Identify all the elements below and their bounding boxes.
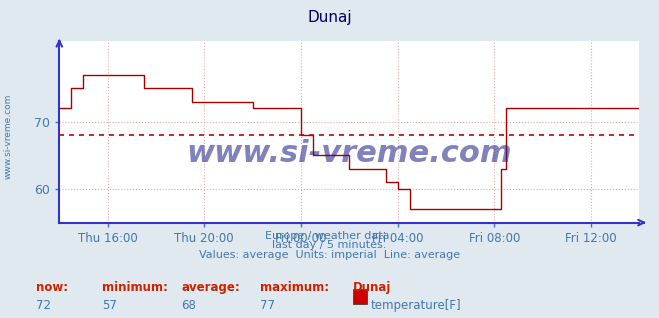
Text: 57: 57 [102, 299, 117, 312]
Text: maximum:: maximum: [260, 281, 330, 294]
Text: Dunaj: Dunaj [307, 10, 352, 24]
Text: now:: now: [36, 281, 69, 294]
Text: Europe / weather data.: Europe / weather data. [266, 231, 393, 240]
Text: temperature[F]: temperature[F] [371, 299, 462, 312]
Text: www.si-vreme.com: www.si-vreme.com [3, 94, 13, 179]
Text: 77: 77 [260, 299, 275, 312]
Text: Values: average  Units: imperial  Line: average: Values: average Units: imperial Line: av… [199, 250, 460, 259]
Text: minimum:: minimum: [102, 281, 168, 294]
Text: 68: 68 [181, 299, 196, 312]
Text: 72: 72 [36, 299, 51, 312]
Text: www.si-vreme.com: www.si-vreme.com [186, 139, 512, 168]
Text: last day / 5 minutes.: last day / 5 minutes. [272, 240, 387, 250]
Text: average:: average: [181, 281, 240, 294]
Text: Dunaj: Dunaj [353, 281, 391, 294]
